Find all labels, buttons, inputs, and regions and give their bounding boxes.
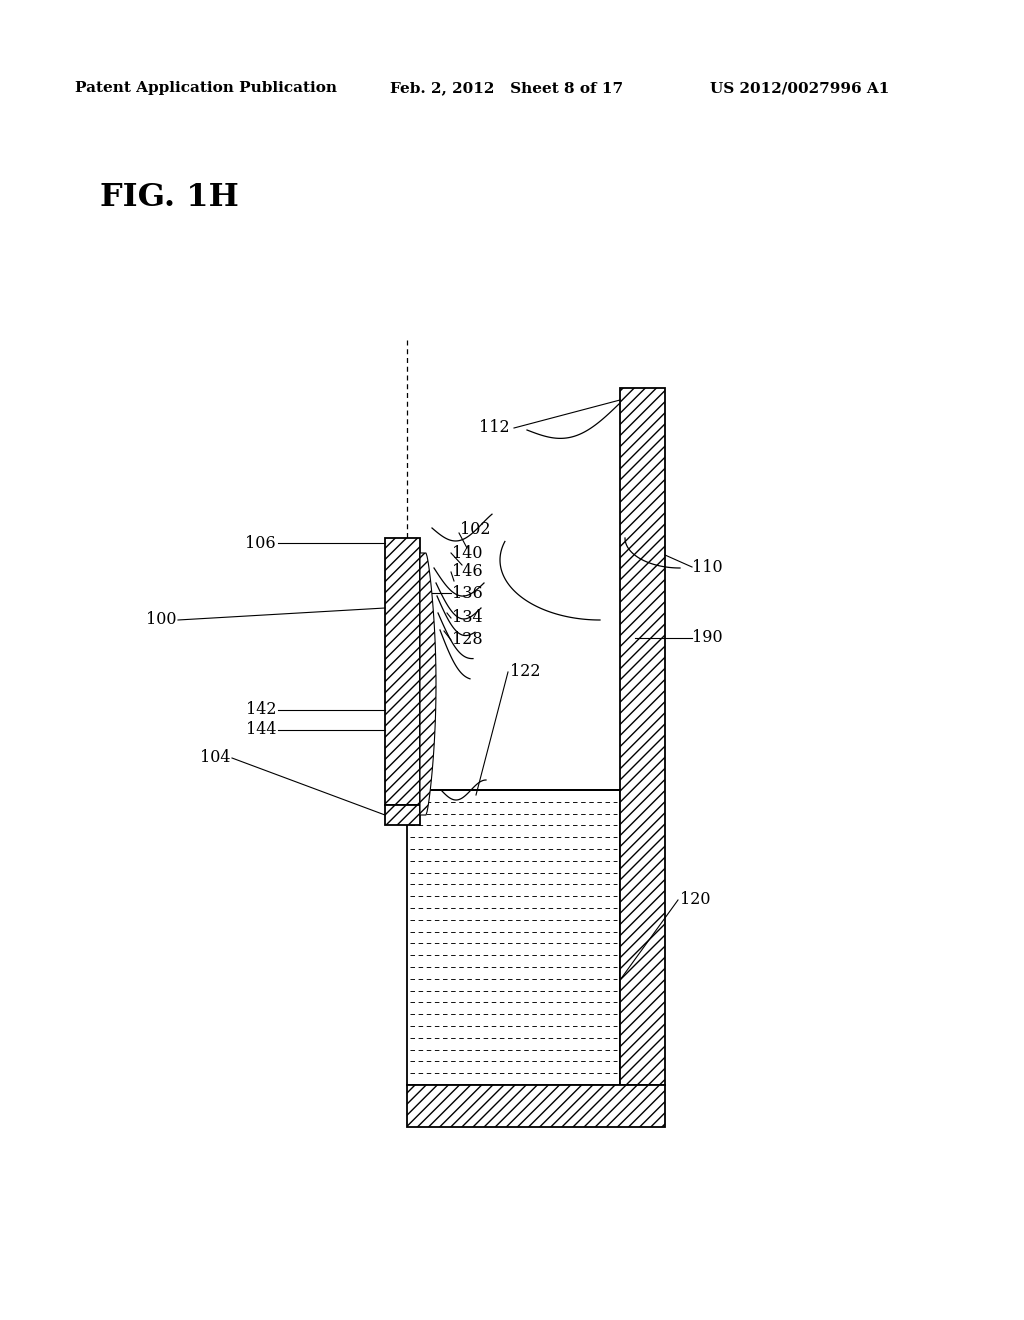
Text: 142: 142 bbox=[246, 701, 276, 718]
Text: 122: 122 bbox=[510, 664, 541, 681]
Text: 100: 100 bbox=[145, 611, 176, 628]
Bar bbox=[407, 1085, 665, 1127]
Text: 140: 140 bbox=[452, 544, 482, 561]
Polygon shape bbox=[420, 553, 436, 814]
Text: 112: 112 bbox=[479, 420, 510, 437]
Text: 146: 146 bbox=[452, 564, 482, 581]
Text: 136: 136 bbox=[452, 585, 482, 602]
Text: Feb. 2, 2012   Sheet 8 of 17: Feb. 2, 2012 Sheet 8 of 17 bbox=[390, 81, 624, 95]
Text: 102: 102 bbox=[460, 521, 490, 539]
Bar bbox=[385, 805, 420, 825]
Text: 104: 104 bbox=[200, 750, 230, 767]
Text: FIG. 1H: FIG. 1H bbox=[100, 182, 239, 214]
Text: 144: 144 bbox=[246, 722, 276, 738]
Text: 106: 106 bbox=[246, 535, 276, 552]
Text: 190: 190 bbox=[692, 630, 723, 647]
Text: Patent Application Publication: Patent Application Publication bbox=[75, 81, 337, 95]
Text: 120: 120 bbox=[680, 891, 711, 908]
Text: 134: 134 bbox=[452, 610, 482, 627]
Bar bbox=[407, 789, 620, 1085]
Bar bbox=[385, 539, 420, 805]
Text: US 2012/0027996 A1: US 2012/0027996 A1 bbox=[710, 81, 890, 95]
Bar bbox=[620, 388, 665, 1085]
Text: 110: 110 bbox=[692, 558, 723, 576]
Text: 128: 128 bbox=[452, 631, 482, 648]
